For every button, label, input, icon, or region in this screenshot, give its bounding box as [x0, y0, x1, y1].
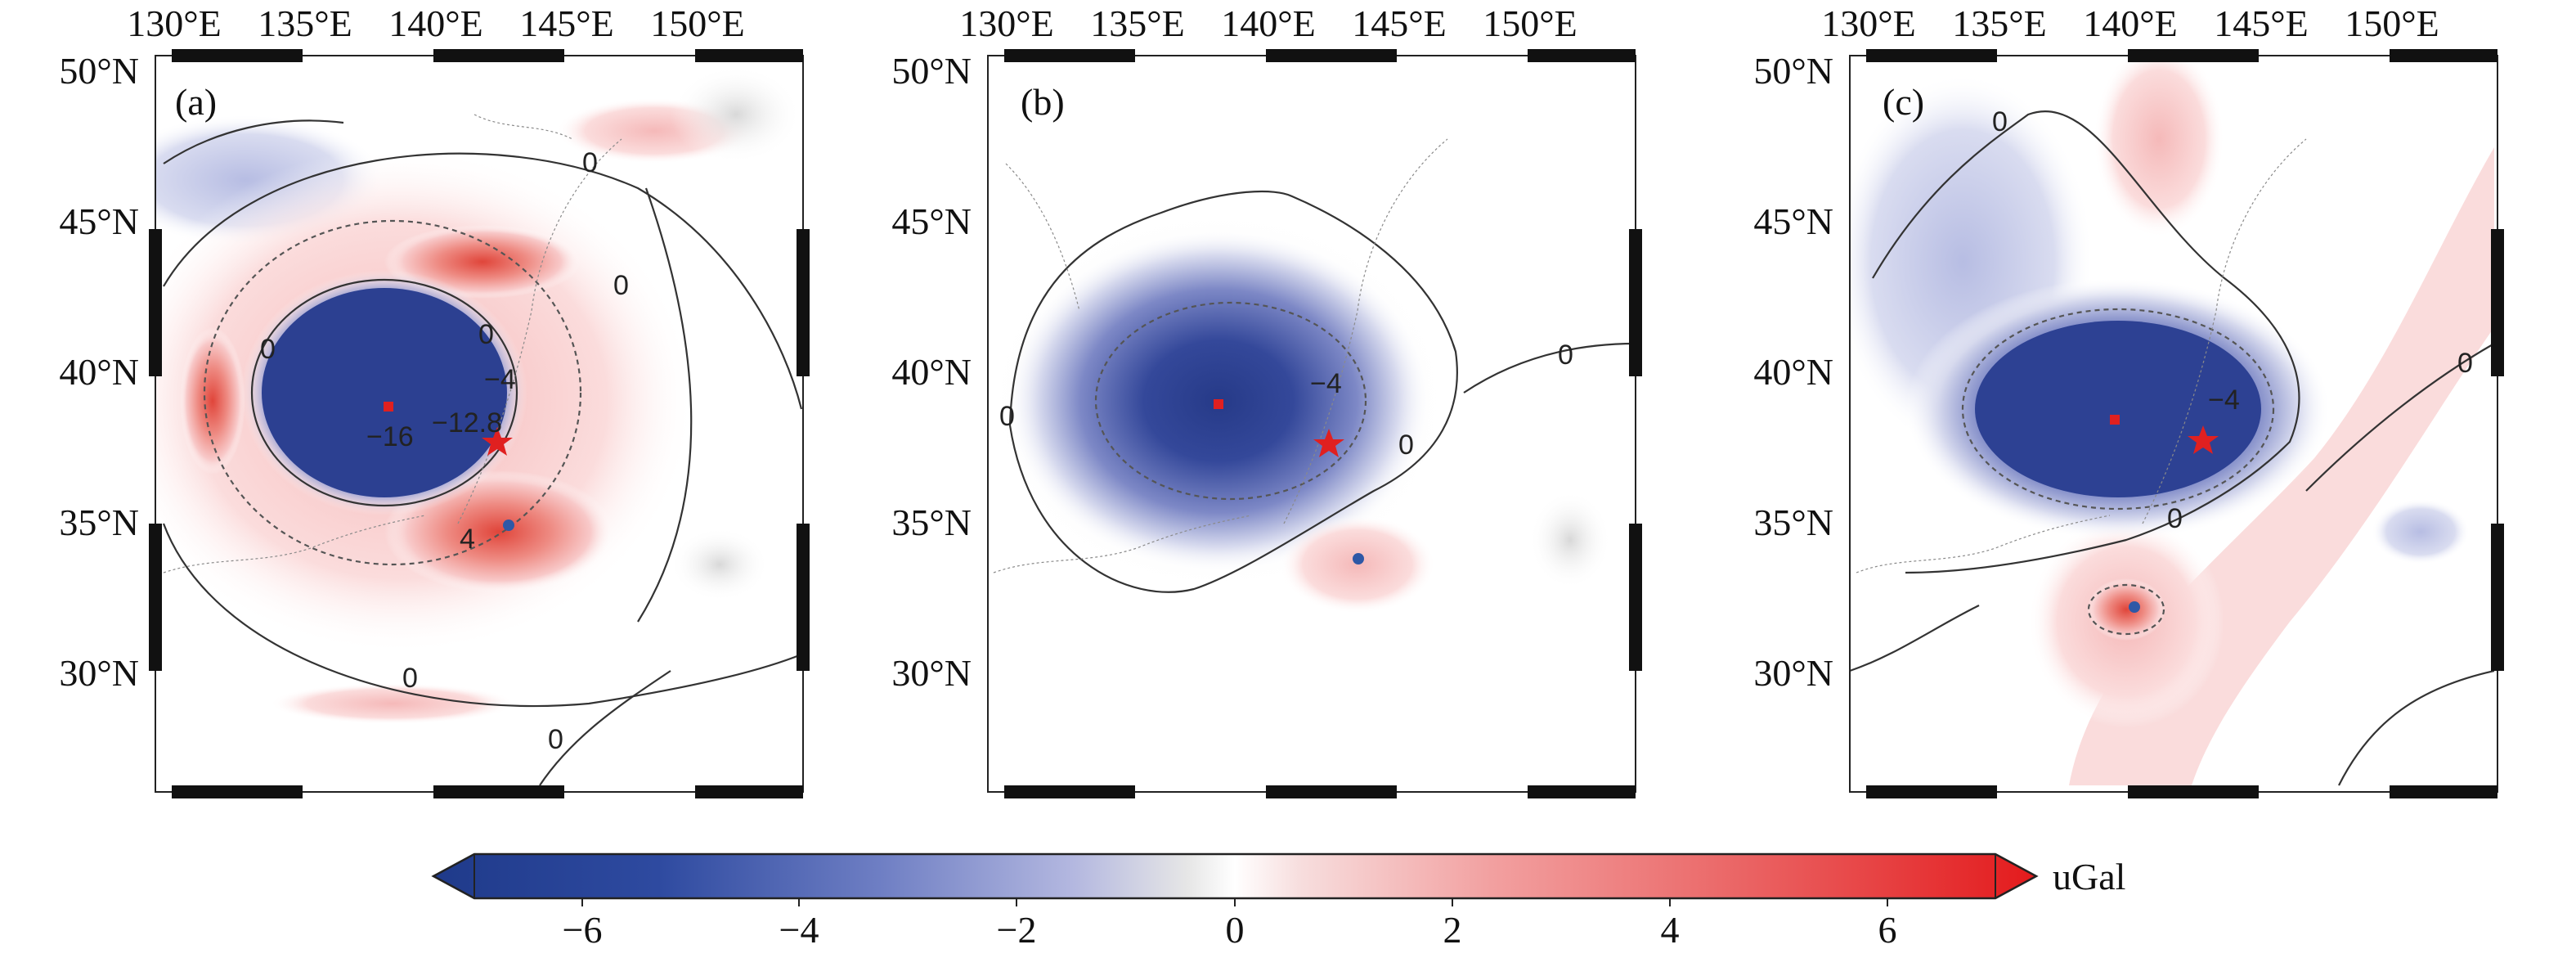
- panel-label: (b): [1021, 81, 1065, 123]
- colorbar-tick-label: −4: [779, 909, 819, 951]
- x-tick-label: 130°E: [1821, 2, 1916, 44]
- contour-label: 0: [1398, 430, 1414, 461]
- contour-label: −4: [1310, 368, 1342, 399]
- y-tick-label: 40°N: [59, 351, 139, 393]
- x-tick-label: 130°E: [127, 2, 222, 44]
- epicenter-star-marker: [1313, 429, 1344, 457]
- contour-label: 0: [582, 147, 598, 178]
- x-tick-label: 145°E: [1352, 2, 1447, 44]
- station-dot-marker: [1353, 553, 1364, 564]
- y-tick-label: 30°N: [1753, 652, 1833, 694]
- contour-label: 0: [999, 401, 1015, 432]
- x-tick-label: 135°E: [258, 2, 352, 44]
- contour-label: 0: [2457, 348, 2473, 379]
- contour-label: 0: [613, 270, 629, 301]
- y-tick-label: 40°N: [1753, 351, 1833, 393]
- panel-a-y-ticks: 50°N 45°N 40°N 35°N 30°N: [59, 50, 139, 694]
- colorbar: −6 −4 −2 0 2 4 6 uGal: [431, 852, 2125, 951]
- x-tick-label: 130°E: [959, 2, 1054, 44]
- panel-b-y-ticks: 50°N 45°N 40°N 35°N 30°N: [891, 50, 972, 694]
- panel-b-field: [988, 56, 1636, 792]
- colorbar-tick-label: −6: [563, 909, 603, 951]
- panel-c-y-ticks: 50°N 45°N 40°N 35°N 30°N: [1753, 50, 1833, 694]
- contour-label: 0: [478, 319, 494, 350]
- x-tick-label: 140°E: [388, 2, 483, 44]
- panel-label: (c): [1883, 81, 1924, 123]
- epicenter-star-marker: [2188, 425, 2219, 454]
- colorbar-tick-label: 0: [1226, 909, 1245, 951]
- y-tick-label: 35°N: [1753, 501, 1833, 543]
- y-tick-label: 45°N: [59, 200, 139, 242]
- epicenter-square-marker: [1214, 399, 1223, 409]
- contour-label: −16: [366, 421, 414, 452]
- y-tick-label: 35°N: [891, 501, 972, 543]
- y-tick-label: 35°N: [59, 501, 139, 543]
- contour-label: 0: [548, 724, 563, 755]
- panel-a-field: [155, 56, 803, 792]
- colorbar-ticks: [581, 898, 1888, 906]
- x-tick-label: 135°E: [1952, 2, 2047, 44]
- contour-label: 0: [260, 334, 276, 365]
- colorbar-tick-label: 6: [1878, 909, 1897, 951]
- y-tick-label: 30°N: [891, 652, 972, 694]
- contour-label: 0: [2167, 503, 2183, 534]
- x-tick-label: 150°E: [2345, 2, 2439, 44]
- x-tick-label: 145°E: [519, 2, 614, 44]
- station-dot-marker: [503, 519, 514, 531]
- contour-label: −4: [2208, 385, 2240, 416]
- x-tick-label: 150°E: [1483, 2, 1577, 44]
- panel-label: (a): [175, 81, 217, 123]
- contour-label: 4: [460, 524, 475, 555]
- y-tick-label: 45°N: [1753, 200, 1833, 242]
- panel-c-contour-labels: 0 0 0 −4: [1992, 106, 2473, 534]
- panel-c-x-ticks: 130°E 135°E 140°E 145°E 150°E: [1821, 2, 2439, 44]
- colorbar-tick-labels: −6 −4 −2 0 2 4 6: [563, 909, 1897, 951]
- station-dot-marker: [2129, 601, 2140, 613]
- panel-c-field: [1850, 56, 2497, 792]
- colorbar-tick-label: 4: [1661, 909, 1680, 951]
- x-tick-label: 140°E: [1221, 2, 1316, 44]
- x-tick-label: 145°E: [2214, 2, 2309, 44]
- epicenter-square-marker: [384, 402, 393, 412]
- epicenter-star-marker: [482, 427, 513, 456]
- y-tick-label: 30°N: [59, 652, 139, 694]
- contour-label: 0: [1558, 340, 1573, 371]
- panel-b-frame-bars: [1004, 49, 1642, 798]
- colorbar-tick-label: 2: [1443, 909, 1462, 951]
- panel-a-contour-labels: 0 0 0 0 0 0 −16 −12.8 −4 4: [260, 147, 629, 755]
- contour-label: 0: [1992, 106, 2008, 137]
- panel-b: 0 0 0 −4 (b) 130°E 135°E 140°E 145°E 150…: [891, 2, 1642, 798]
- colorbar-unit: uGal: [2053, 856, 2125, 897]
- epicenter-square-marker: [2110, 415, 2120, 425]
- y-tick-label: 50°N: [891, 50, 972, 92]
- y-tick-label: 50°N: [59, 50, 139, 92]
- panel-a-frame-bars: [149, 49, 810, 798]
- panel-b-contour-labels: 0 0 0 −4: [999, 340, 1573, 461]
- x-tick-label: 150°E: [650, 2, 745, 44]
- panel-c: 0 0 0 −4 (c) 130°E 135°E 140°E 145°E 150…: [1753, 2, 2504, 798]
- contour-label: −12.8: [432, 407, 502, 439]
- x-tick-label: 140°E: [2083, 2, 2178, 44]
- panel-a: 0 0 0 0 0 0 −16 −12.8 −4 4 (a) 130°E 135…: [59, 2, 810, 798]
- panel-c-frame-bars: [1866, 49, 2504, 798]
- colorbar-bar: [431, 852, 2039, 900]
- y-tick-label: 40°N: [891, 351, 972, 393]
- contour-label: −4: [484, 364, 516, 395]
- panel-a-x-ticks: 130°E 135°E 140°E 145°E 150°E: [127, 2, 745, 44]
- contour-label: 0: [402, 663, 418, 694]
- y-tick-label: 50°N: [1753, 50, 1833, 92]
- y-tick-label: 45°N: [891, 200, 972, 242]
- panel-b-x-ticks: 130°E 135°E 140°E 145°E 150°E: [959, 2, 1577, 44]
- x-tick-label: 135°E: [1090, 2, 1185, 44]
- colorbar-tick-label: −2: [997, 909, 1037, 951]
